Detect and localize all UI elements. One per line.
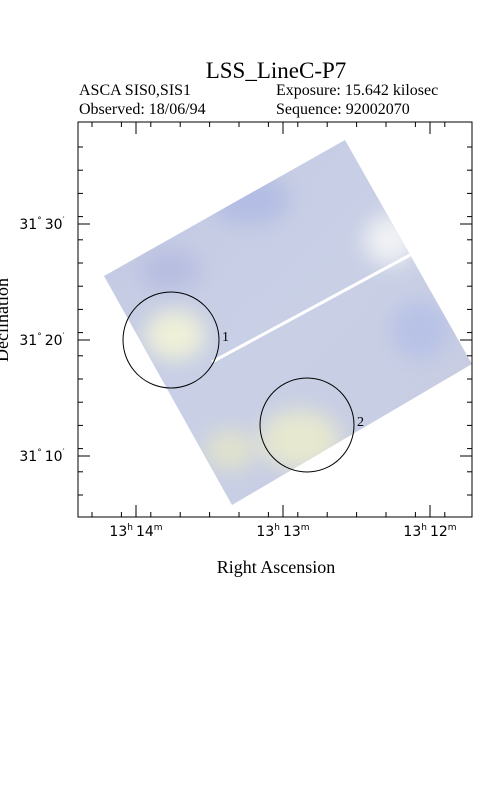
label-part: h <box>127 523 133 533</box>
label-part: 20 <box>45 333 63 349</box>
label-part: ′ <box>63 448 65 458</box>
label-part: m <box>448 523 457 533</box>
instrument: ASCA SIS0,SIS1 <box>79 82 191 99</box>
y-tick-label: 31° 20′ <box>19 332 64 349</box>
label-part: 13 <box>109 524 127 540</box>
title: LSS_LineC-P7 <box>206 58 347 83</box>
y-axis-label: Declination <box>0 278 12 362</box>
label-part: h <box>421 523 427 533</box>
label-part: m <box>301 523 310 533</box>
label-part: 10 <box>45 449 63 465</box>
label-part: ° <box>37 216 42 226</box>
label-part: 30 <box>45 217 63 233</box>
source-region <box>259 377 355 473</box>
source-label: 2 <box>357 415 364 430</box>
frame <box>77 121 473 518</box>
y-tick-label: 31° 10′ <box>19 448 64 465</box>
x-tick-label: 13h 14m <box>109 523 162 540</box>
source-label: 1 <box>222 330 229 345</box>
sequence: Sequence: 92002070 <box>276 101 410 118</box>
label-part: m <box>154 523 163 533</box>
label-part: 31 <box>19 333 37 349</box>
label-part: 13 <box>256 524 274 540</box>
label-part: ° <box>37 448 42 458</box>
label-part: h <box>274 523 280 533</box>
label-part: 14 <box>136 524 154 540</box>
label-part: 13 <box>403 524 421 540</box>
label-part: 13 <box>283 524 301 540</box>
observed: Observed: 18/06/94 <box>79 101 206 118</box>
x-axis-label: Right Ascension <box>217 557 336 577</box>
exposure: Exposure: 15.642 kilosec <box>276 82 438 99</box>
label-part: 31 <box>19 217 37 233</box>
label-part: 31 <box>19 449 37 465</box>
y-tick-label: 31° 30′ <box>19 216 64 233</box>
x-tick-label: 13h 13m <box>256 523 309 540</box>
label-part: ′ <box>63 216 65 226</box>
source-region <box>122 291 220 389</box>
image <box>104 140 472 505</box>
label-part: ′ <box>63 332 65 342</box>
label-part: 12 <box>430 524 448 540</box>
x-tick-label: 13h 12m <box>403 523 456 540</box>
label-part: ° <box>37 332 42 342</box>
ticks <box>78 122 472 517</box>
